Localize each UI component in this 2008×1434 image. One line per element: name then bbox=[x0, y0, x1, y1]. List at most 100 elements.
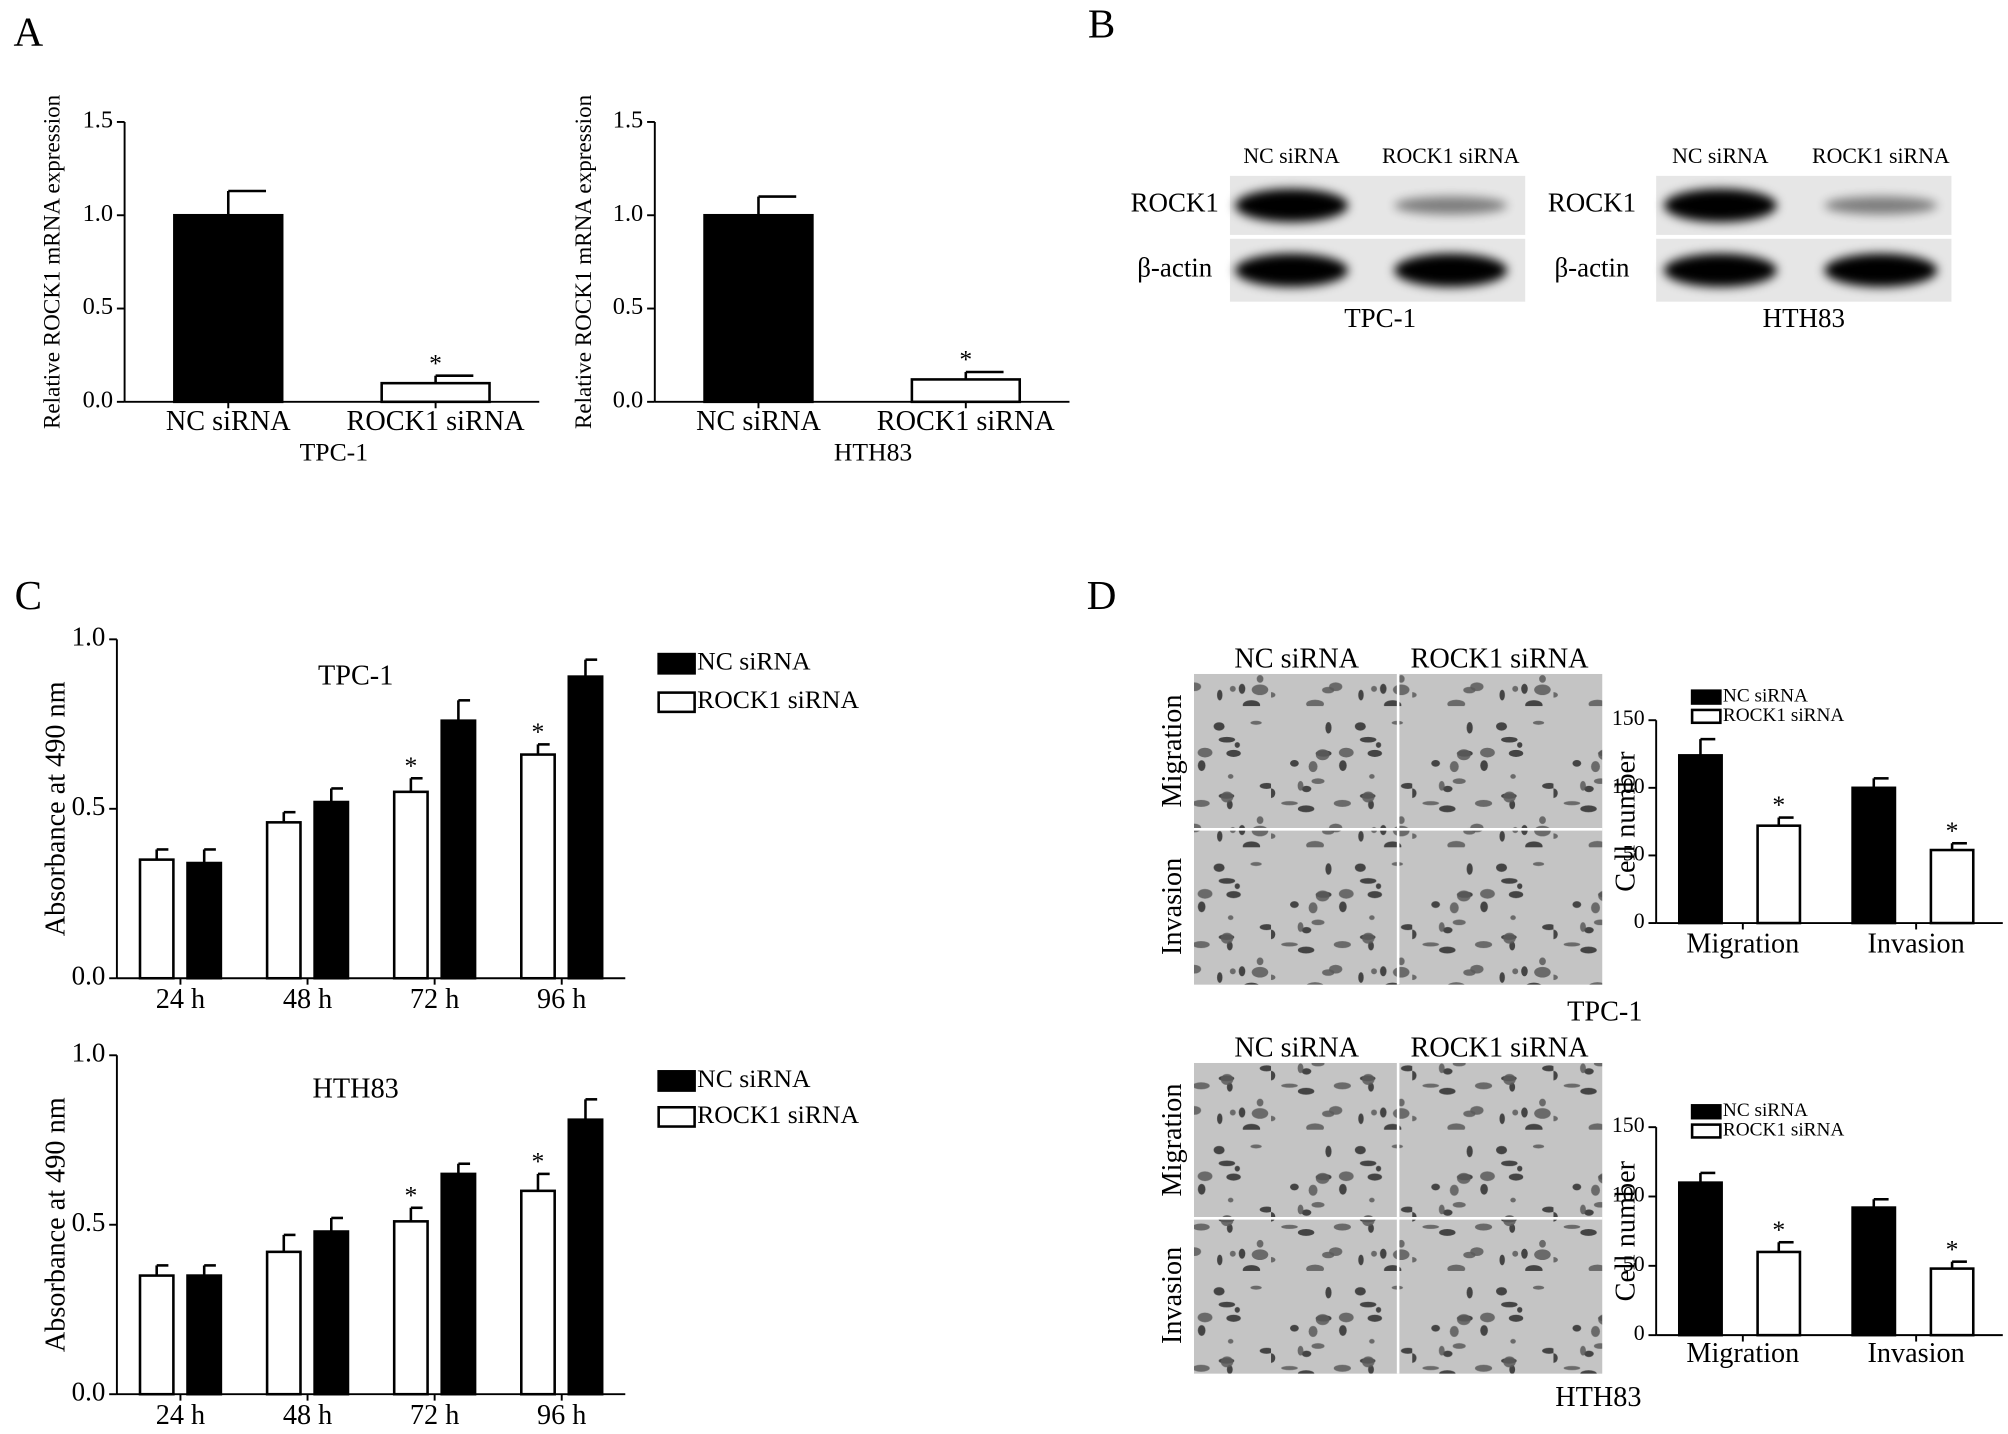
significance-mark: * bbox=[1772, 1215, 1785, 1244]
blot-column-label: ROCK1 siRNA bbox=[1382, 144, 1520, 168]
legend-swatch bbox=[1690, 1123, 1722, 1139]
y-tick-label: 150 bbox=[1612, 706, 1645, 730]
chart-title: HTH83 bbox=[313, 1074, 399, 1105]
x-tick-label: 48 h bbox=[283, 1400, 332, 1431]
y-tick-label: 100 bbox=[1612, 1182, 1645, 1206]
bar bbox=[1756, 1250, 1802, 1337]
y-axis-label: Absorbance at 490 nm bbox=[40, 1097, 71, 1352]
bar bbox=[186, 1274, 223, 1396]
bar bbox=[138, 858, 175, 980]
bar bbox=[313, 1230, 350, 1396]
bar bbox=[1929, 848, 1975, 925]
blot-band bbox=[1663, 253, 1777, 287]
bar bbox=[392, 790, 429, 980]
blot-row-label: β-actin bbox=[1554, 252, 1630, 282]
legend-label: NC siRNA bbox=[697, 647, 811, 676]
blot-row-label: ROCK1 bbox=[1131, 188, 1219, 218]
blot-band bbox=[1394, 253, 1508, 287]
bar bbox=[138, 1274, 175, 1396]
x-tick-label: 24 h bbox=[156, 1400, 205, 1431]
micrograph-caption: HTH83 bbox=[1555, 1382, 1641, 1413]
y-axis-label: Cell number bbox=[1610, 1160, 1641, 1301]
legend-swatch bbox=[657, 691, 696, 714]
micrograph-caption: TPC-1 bbox=[1567, 997, 1642, 1028]
x-tick-label: 96 h bbox=[537, 984, 586, 1015]
y-tick-label: 0.5 bbox=[72, 791, 106, 821]
micrograph-column-label: NC siRNA bbox=[1234, 644, 1359, 675]
significance-mark: * bbox=[404, 1180, 417, 1209]
bar bbox=[392, 1220, 429, 1396]
y-tick-label: 0.0 bbox=[72, 960, 106, 990]
bar bbox=[265, 821, 302, 980]
bar bbox=[520, 753, 556, 980]
x-tick-label: ROCK1 siRNA bbox=[347, 406, 526, 437]
blot-column-label: ROCK1 siRNA bbox=[1812, 144, 1950, 168]
x-axis-label: TPC-1 bbox=[300, 437, 368, 466]
x-tick-label: NC siRNA bbox=[696, 406, 821, 437]
x-tick-label: Migration bbox=[1686, 1338, 1799, 1369]
legend-label: NC siRNA bbox=[1723, 686, 1808, 707]
blot-column-label: NC siRNA bbox=[1243, 144, 1340, 168]
legend-label: NC siRNA bbox=[1723, 1100, 1808, 1121]
y-axis-label: Relative ROCK1 mRNA expression bbox=[570, 94, 596, 429]
y-tick-label: 0 bbox=[1634, 1321, 1645, 1345]
x-axis-label: HTH83 bbox=[834, 437, 912, 466]
significance-mark: * bbox=[1946, 816, 1959, 845]
y-tick-label: 150 bbox=[1612, 1113, 1645, 1137]
micrograph-column-label: NC siRNA bbox=[1234, 1033, 1359, 1064]
bar bbox=[1851, 786, 1897, 925]
y-tick-label: 1.0 bbox=[83, 200, 113, 227]
y-tick-label: 50 bbox=[1623, 841, 1645, 865]
chart-title: TPC-1 bbox=[318, 660, 393, 691]
blot-row-label: β-actin bbox=[1137, 252, 1213, 282]
bar bbox=[265, 1250, 302, 1396]
legend-swatch bbox=[657, 1105, 696, 1128]
bar bbox=[1756, 824, 1802, 925]
panel-label: C bbox=[15, 572, 42, 618]
x-tick-label: 24 h bbox=[156, 984, 205, 1015]
y-tick-label: 0.5 bbox=[83, 293, 113, 320]
significance-mark: * bbox=[959, 345, 972, 374]
significance-mark: * bbox=[429, 348, 442, 377]
significance-mark: * bbox=[1946, 1234, 1959, 1263]
x-tick-label: 96 h bbox=[537, 1400, 586, 1431]
significance-mark: * bbox=[532, 1147, 545, 1176]
micrograph-row-label: Migration bbox=[1157, 1084, 1188, 1197]
blot-column-label: NC siRNA bbox=[1672, 144, 1769, 168]
legend-label: ROCK1 siRNA bbox=[697, 685, 859, 714]
x-tick-label: 72 h bbox=[410, 1400, 459, 1431]
y-tick-label: 0.0 bbox=[83, 386, 113, 413]
y-axis-label: Absorbance at 490 nm bbox=[40, 681, 71, 936]
bar bbox=[567, 675, 604, 980]
bar bbox=[380, 381, 491, 404]
legend-label: NC siRNA bbox=[697, 1064, 811, 1093]
bar bbox=[440, 1172, 477, 1396]
blot-band bbox=[1394, 196, 1508, 215]
blot-caption: HTH83 bbox=[1763, 303, 1845, 333]
bar bbox=[1851, 1206, 1897, 1337]
x-tick-label: Migration bbox=[1686, 929, 1799, 960]
y-tick-label: 50 bbox=[1623, 1252, 1645, 1276]
x-tick-label: NC siRNA bbox=[166, 406, 291, 437]
blot-band bbox=[1235, 188, 1349, 223]
legend-label: ROCK1 siRNA bbox=[1723, 705, 1845, 726]
bar bbox=[173, 213, 284, 404]
blot-band bbox=[1824, 253, 1938, 287]
legend-swatch bbox=[1690, 708, 1722, 725]
y-tick-label: 0 bbox=[1634, 909, 1645, 933]
blot-band bbox=[1663, 188, 1777, 223]
y-tick-label: 0.0 bbox=[72, 1376, 106, 1406]
x-tick-label: ROCK1 siRNA bbox=[877, 406, 1056, 437]
micrograph-column-label: ROCK1 siRNA bbox=[1411, 644, 1590, 675]
y-tick-label: 1.5 bbox=[613, 107, 643, 134]
blot-caption: TPC-1 bbox=[1344, 303, 1416, 333]
bar bbox=[567, 1118, 604, 1396]
bar bbox=[703, 213, 814, 404]
y-tick-label: 1.0 bbox=[613, 200, 643, 227]
y-tick-label: 0.5 bbox=[72, 1207, 106, 1237]
bar bbox=[186, 861, 223, 980]
micrograph-row-label: Migration bbox=[1157, 695, 1188, 808]
bar bbox=[910, 378, 1022, 404]
micrograph-row-label: Invasion bbox=[1157, 1247, 1188, 1344]
